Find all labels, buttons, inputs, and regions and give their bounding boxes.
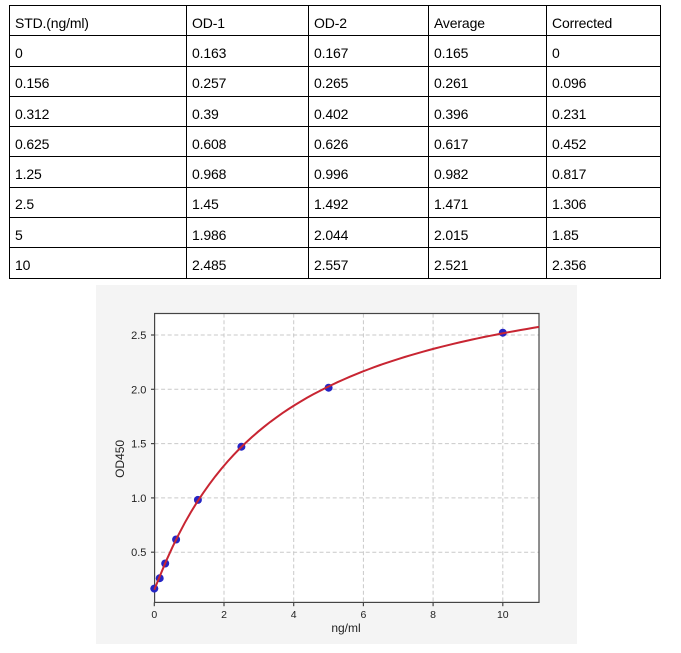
svg-text:0: 0 [151, 609, 157, 621]
svg-text:4: 4 [291, 609, 297, 621]
svg-text:2.0: 2.0 [131, 384, 146, 396]
svg-text:OD450: OD450 [113, 440, 127, 478]
svg-text:1.5: 1.5 [131, 439, 146, 451]
svg-text:2.5: 2.5 [131, 330, 146, 342]
svg-text:8: 8 [430, 609, 436, 621]
svg-text:1.0: 1.0 [131, 493, 146, 505]
svg-text:10: 10 [497, 609, 509, 621]
svg-text:ng/ml: ng/ml [331, 621, 360, 635]
svg-text:0.5: 0.5 [131, 547, 146, 559]
svg-text:6: 6 [360, 609, 366, 621]
svg-text:2: 2 [221, 609, 227, 621]
